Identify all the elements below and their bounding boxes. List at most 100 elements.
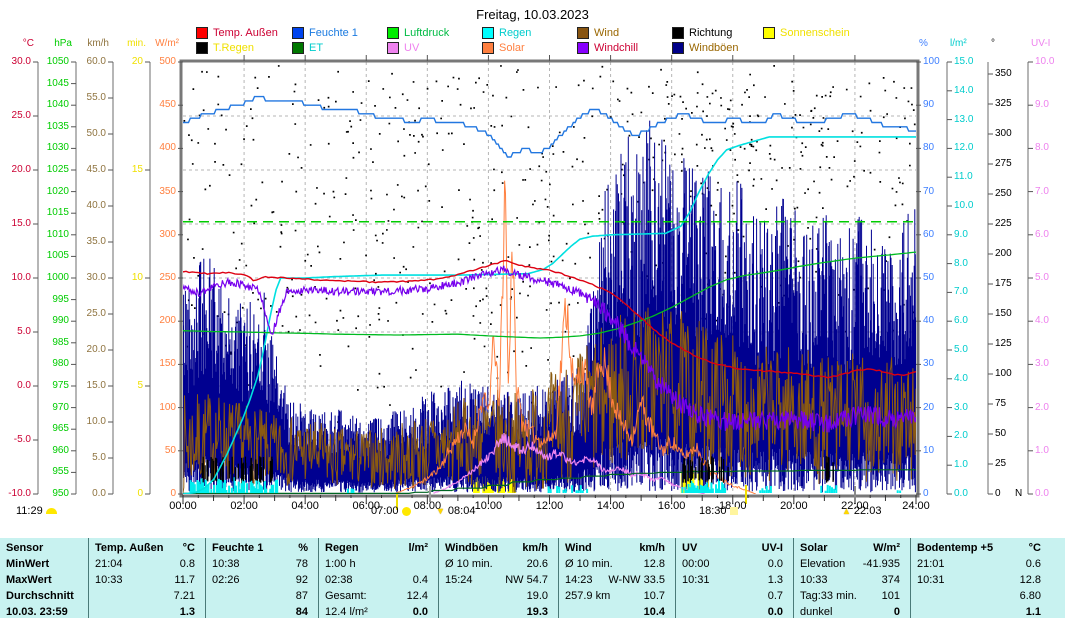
axis-tick-label: 990 (52, 315, 69, 327)
stats-header-cell: UV UV-I (676, 541, 793, 557)
axis-tick-label: 1035 (46, 120, 69, 132)
col-title: Feuchte 1 (212, 542, 264, 554)
sun-dot-icon (401, 506, 411, 516)
col-unit: °C (182, 542, 195, 554)
cell-label: 00:00 (682, 558, 710, 570)
cell-value: 1.1 (1025, 606, 1041, 618)
axis-tick-label: 6.0 (1035, 228, 1049, 240)
axis-tick-label: 950 (52, 488, 69, 499)
axis-tick-label: 975 (52, 380, 69, 391)
sonnenschein-swatch-icon (763, 27, 775, 39)
col-unit: UV-I (761, 542, 783, 554)
axis-tick-label: 10 (923, 444, 935, 456)
axis-tick-label: 20 (923, 401, 935, 413)
frame-and-ticks (33, 55, 1033, 510)
stats-cell: 257.9 km 10.7 (559, 589, 675, 605)
chart-title: Freitag, 10.03.2023 (476, 7, 589, 22)
legend-item-uv: UV (387, 42, 419, 54)
cell-value: 10.4 (643, 606, 665, 618)
stats-col-sensor: Sensor MinWert MaxWert Durchschnitt 10.03. 2… (0, 538, 88, 618)
stats-cell: 02:38 0.4 (319, 573, 438, 589)
series-regen-summe (183, 136, 916, 494)
legend-item-windchill: Windchill (577, 42, 638, 54)
legend-label: Luftdruck (404, 27, 450, 39)
cell-value: 0.0 (767, 606, 783, 618)
wind-swatch-icon (577, 27, 589, 39)
axis-tick-label: 5.0 (1035, 272, 1049, 283)
axis-tick-label: 960 (52, 444, 69, 456)
axis-tick-label: 0 (170, 488, 176, 499)
axis-tick-label: 55.0 (86, 92, 106, 103)
legend-item-feuchte-1: Feuchte 1 (292, 27, 358, 39)
sunshine-block (697, 470, 704, 493)
cell-value: 6.80 (1019, 590, 1041, 602)
stats-cell: 02:26 92 (206, 573, 318, 589)
et-swatch-icon (292, 42, 304, 54)
cell-label: 14:23 (565, 574, 593, 586)
cell-label: 10:31 (917, 574, 945, 586)
marker-time-label: 08:04 (447, 505, 476, 517)
axis-tick-label: 70 (923, 185, 935, 197)
axis-tick-label: 15.0 (954, 56, 974, 67)
col-unit: km/h (639, 542, 665, 554)
marker-time-label: 07:00 (371, 505, 399, 517)
moonset-time: ▼ 08:04 (436, 505, 475, 517)
legend-label: Regen (499, 27, 532, 39)
axis-tick-label: 20.0 (11, 164, 31, 175)
marker-time-label: 18:30 (699, 505, 727, 517)
stats-cell: 15:24 NW 54.7 (439, 573, 558, 589)
axis-tick-label: 200 (159, 315, 176, 327)
legend-label: Windböen (689, 42, 739, 54)
axis-tick-label: 25.0 (86, 308, 106, 319)
cell-label: 10:38 (212, 558, 240, 570)
axis-unit-l-m: l/m² (950, 38, 967, 49)
legend-item-luftdruck: Luftdruck (387, 27, 449, 39)
x-axis-label: 20:00 (780, 500, 808, 512)
axis-tick-label: 15.0 (11, 218, 31, 229)
axis-tick-label: 13.0 (954, 113, 974, 125)
stats-cell: 0.7 (676, 589, 793, 605)
x-axis-label: 22:00 (841, 500, 869, 512)
legend-item-wind: Wind (577, 27, 619, 39)
axis-tick-label: 30.0 (86, 272, 106, 283)
axis-tick-label: 4.0 (1035, 315, 1049, 327)
cell-label: Gesamt: (325, 590, 367, 602)
axis-tick-label: 8.0 (954, 257, 968, 269)
axis-tick-label: 11.0 (954, 171, 973, 183)
series-luftdruck (183, 251, 916, 339)
windchill-swatch-icon (577, 42, 589, 54)
stats-cell: 10:38 78 (206, 557, 318, 573)
axis-tick-label: 1015 (46, 207, 69, 219)
cell-label: 1:00 h (325, 558, 356, 570)
axis-tick-label: 40.0 (86, 200, 106, 211)
stats-cell: Ø 10 min. 12.8 (559, 557, 675, 573)
series-et (183, 469, 916, 494)
axis-tick-label: 350 (995, 68, 1012, 79)
series-solar (393, 180, 756, 494)
stats-cell: 10:31 12.8 (911, 573, 1065, 589)
sunshine-block (507, 470, 516, 493)
axis-tick-label: 4.0 (954, 372, 968, 384)
col-title: Bodentemp +5 (917, 542, 994, 554)
axis-tick-label: 50 (923, 272, 935, 283)
legend-label: Wind (594, 27, 620, 39)
axis-tick-label: 955 (52, 466, 69, 478)
axis-tick-label: 980 (52, 358, 69, 370)
windb-en-swatch-icon (672, 42, 684, 54)
axis-tick-label: 970 (52, 401, 69, 413)
stats-cell: 21:01 0.6 (911, 557, 1065, 573)
cell-value: 0.0 (767, 558, 783, 570)
legend-label: Windchill (594, 42, 639, 54)
feuchte-1-swatch-icon (292, 27, 304, 39)
axis-tick-label: 325 (995, 98, 1012, 109)
cell-label: 257.9 km (565, 590, 611, 602)
cell-label: 12.4 l/m² (325, 606, 368, 618)
cell-label: 15:24 (445, 574, 473, 586)
axis-tick-label: 10.0 (86, 416, 106, 427)
axis-tick-label: 2.0 (1035, 401, 1049, 413)
stats-cell: Tag:33 min. 101 (794, 589, 910, 605)
richtung-swatch-icon (672, 27, 684, 39)
axis-tick-label: 150 (995, 308, 1012, 319)
axis-tick-label: 5.0 (92, 452, 106, 463)
legend-item-regen: Regen (482, 27, 531, 39)
